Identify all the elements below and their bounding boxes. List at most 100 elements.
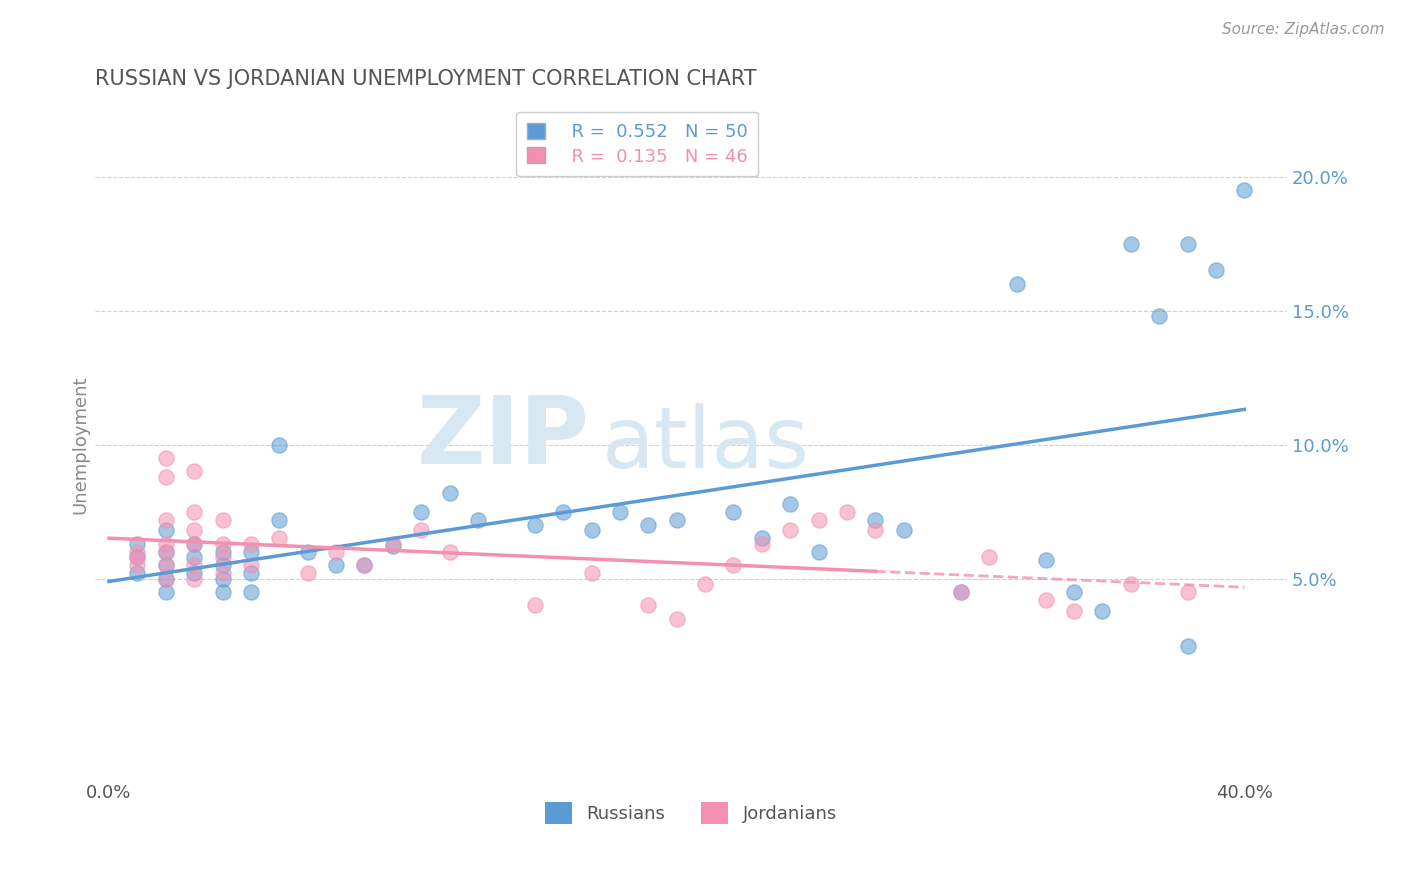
Point: [211, 550, 233, 565]
Point: [239, 558, 262, 573]
Point: [155, 572, 177, 586]
Point: [949, 585, 972, 599]
Point: [155, 558, 177, 573]
Point: [127, 545, 149, 559]
Point: [1205, 263, 1227, 277]
Point: [155, 513, 177, 527]
Point: [183, 524, 205, 538]
Point: [269, 513, 291, 527]
Point: [467, 513, 489, 527]
Point: [807, 545, 830, 559]
Point: [893, 524, 915, 538]
Point: [353, 558, 375, 573]
Point: [807, 513, 830, 527]
Point: [239, 566, 262, 581]
Point: [1091, 604, 1114, 618]
Point: [381, 540, 404, 554]
Point: [665, 612, 688, 626]
Point: [211, 585, 233, 599]
Point: [155, 572, 177, 586]
Point: [553, 505, 575, 519]
Point: [523, 599, 546, 613]
Point: [865, 524, 887, 538]
Point: [723, 505, 745, 519]
Point: [637, 599, 659, 613]
Point: [269, 437, 291, 451]
Point: [1147, 309, 1170, 323]
Point: [411, 505, 433, 519]
Text: Source: ZipAtlas.com: Source: ZipAtlas.com: [1222, 22, 1385, 37]
Point: [211, 537, 233, 551]
Point: [127, 550, 149, 565]
Point: [297, 545, 319, 559]
Point: [127, 566, 149, 581]
Point: [1035, 593, 1057, 607]
Point: [155, 558, 177, 573]
Point: [1119, 236, 1142, 251]
Point: [211, 566, 233, 581]
Point: [211, 572, 233, 586]
Point: [183, 572, 205, 586]
Point: [723, 558, 745, 573]
Point: [581, 566, 603, 581]
Point: [155, 585, 177, 599]
Point: [211, 545, 233, 559]
Text: atlas: atlas: [602, 403, 810, 486]
Point: [381, 537, 404, 551]
Point: [1177, 639, 1199, 653]
Point: [127, 558, 149, 573]
Point: [1177, 236, 1199, 251]
Point: [835, 505, 858, 519]
Point: [865, 513, 887, 527]
Point: [183, 464, 205, 478]
Point: [751, 532, 773, 546]
Point: [155, 545, 177, 559]
Point: [155, 545, 177, 559]
Point: [665, 513, 688, 527]
Point: [1063, 585, 1085, 599]
Point: [239, 545, 262, 559]
Point: [523, 518, 546, 533]
Point: [439, 485, 461, 500]
Point: [183, 537, 205, 551]
Point: [183, 537, 205, 551]
Point: [1177, 585, 1199, 599]
Point: [325, 558, 347, 573]
Point: [1119, 577, 1142, 591]
Text: ZIP: ZIP: [416, 392, 589, 483]
Point: [155, 537, 177, 551]
Point: [127, 537, 149, 551]
Point: [581, 524, 603, 538]
Point: [751, 537, 773, 551]
Point: [183, 566, 205, 581]
Point: [353, 558, 375, 573]
Point: [269, 532, 291, 546]
Point: [211, 513, 233, 527]
Point: [183, 558, 205, 573]
Point: [239, 537, 262, 551]
Y-axis label: Unemployment: Unemployment: [72, 376, 89, 514]
Point: [183, 505, 205, 519]
Point: [779, 524, 801, 538]
Point: [297, 566, 319, 581]
Point: [183, 550, 205, 565]
Point: [949, 585, 972, 599]
Point: [1035, 553, 1057, 567]
Point: [637, 518, 659, 533]
Point: [609, 505, 631, 519]
Point: [155, 450, 177, 465]
Text: RUSSIAN VS JORDANIAN UNEMPLOYMENT CORRELATION CHART: RUSSIAN VS JORDANIAN UNEMPLOYMENT CORREL…: [94, 69, 756, 88]
Point: [1063, 604, 1085, 618]
Point: [239, 585, 262, 599]
Point: [155, 469, 177, 483]
Point: [1233, 183, 1256, 197]
Point: [211, 558, 233, 573]
Point: [325, 545, 347, 559]
Point: [977, 550, 1000, 565]
Point: [439, 545, 461, 559]
Legend: Russians, Jordanians: Russians, Jordanians: [537, 795, 844, 830]
Point: [693, 577, 716, 591]
Point: [155, 524, 177, 538]
Point: [411, 524, 433, 538]
Point: [1007, 277, 1029, 291]
